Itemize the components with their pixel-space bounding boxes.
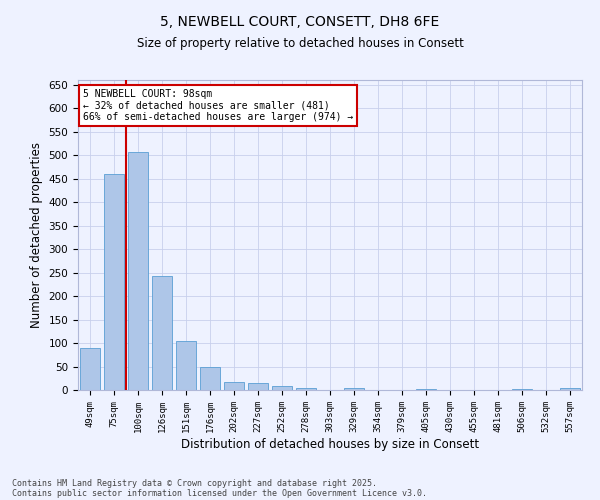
Bar (200, 368, 220, 390)
Bar (560, 388, 580, 390)
Y-axis label: Number of detached properties: Number of detached properties (30, 142, 43, 328)
Text: Contains HM Land Registry data © Crown copyright and database right 2025.: Contains HM Land Registry data © Crown c… (12, 478, 377, 488)
Bar (176, 341, 196, 390)
X-axis label: Distribution of detached houses by size in Consett: Distribution of detached houses by size … (181, 438, 479, 450)
Bar (248, 384, 268, 390)
Bar (296, 388, 316, 390)
Bar (512, 388, 532, 390)
Bar (416, 388, 436, 390)
Bar (344, 388, 364, 390)
Text: 5 NEWBELL COURT: 98sqm
← 32% of detached houses are smaller (481)
66% of semi-de: 5 NEWBELL COURT: 98sqm ← 32% of detached… (83, 90, 353, 122)
Text: Size of property relative to detached houses in Consett: Size of property relative to detached ho… (137, 38, 463, 51)
Bar (224, 382, 244, 390)
Text: Contains public sector information licensed under the Open Government Licence v3: Contains public sector information licen… (12, 488, 427, 498)
Bar (152, 276, 172, 390)
Bar (80, 348, 100, 390)
Bar (128, 152, 148, 390)
Bar (104, 174, 124, 390)
Text: 5, NEWBELL COURT, CONSETT, DH8 6FE: 5, NEWBELL COURT, CONSETT, DH8 6FE (160, 15, 440, 29)
Bar (272, 386, 292, 390)
